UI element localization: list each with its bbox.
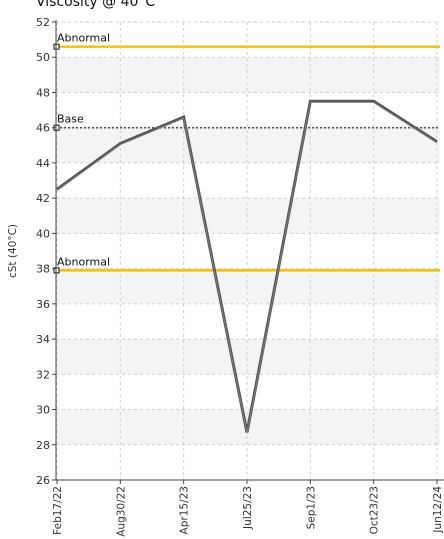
grid-band <box>56 57 440 93</box>
x-tick-label: Jun12/24 <box>432 486 444 534</box>
y-tick-label: 34 <box>36 333 50 346</box>
y-tick-label: 26 <box>36 474 50 487</box>
x-tick-label: Jul25/23 <box>242 486 254 530</box>
y-tick-label: 46 <box>36 122 50 135</box>
grid-band <box>56 127 440 163</box>
grid-band <box>56 198 440 234</box>
x-tick-labels: Feb17/22 Aug30/22 Apr15/23 Jul25/23 Sep1/23 O… <box>52 480 444 537</box>
series-line-shadow <box>56 101 438 434</box>
chart-title: Viscosity @ 40°C <box>36 0 156 10</box>
y-tick-label: 32 <box>36 368 50 381</box>
background-bands <box>56 57 440 445</box>
y-tick-label: 44 <box>36 157 50 170</box>
x-tick-label: Aug30/22 <box>115 486 127 537</box>
grid-band <box>56 268 440 304</box>
y-tick-label: 38 <box>36 263 50 276</box>
y-tick-label: 48 <box>36 86 50 99</box>
grid-band <box>56 339 440 375</box>
y-tick-label: 40 <box>36 227 50 240</box>
y-tick-labels: 26 28 30 32 34 36 38 40 42 44 46 48 50 52 <box>36 16 56 487</box>
y-tick-label: 36 <box>36 298 50 311</box>
reference-lines: Abnormal Base Abnormal <box>53 32 440 274</box>
x-tick-label: Feb17/22 <box>52 486 64 535</box>
y-tick-label: 28 <box>36 439 50 452</box>
reference-line-label: Base <box>57 113 84 126</box>
x-tick-label: Sep1/23 <box>305 486 317 529</box>
y-tick-label: 52 <box>36 16 50 29</box>
x-tick-label: Apr15/23 <box>179 486 191 534</box>
y-tick-label: 30 <box>36 404 50 417</box>
y-tick-label: 42 <box>36 192 50 205</box>
series-lines <box>56 99 438 434</box>
reference-line-label: Abnormal <box>57 32 110 45</box>
reference-line-label: Abnormal <box>57 255 110 268</box>
y-axis-label: cSt (40°C) <box>7 224 19 278</box>
x-tick-label: Oct23/23 <box>369 486 381 534</box>
y-tick-label: 50 <box>36 51 50 64</box>
